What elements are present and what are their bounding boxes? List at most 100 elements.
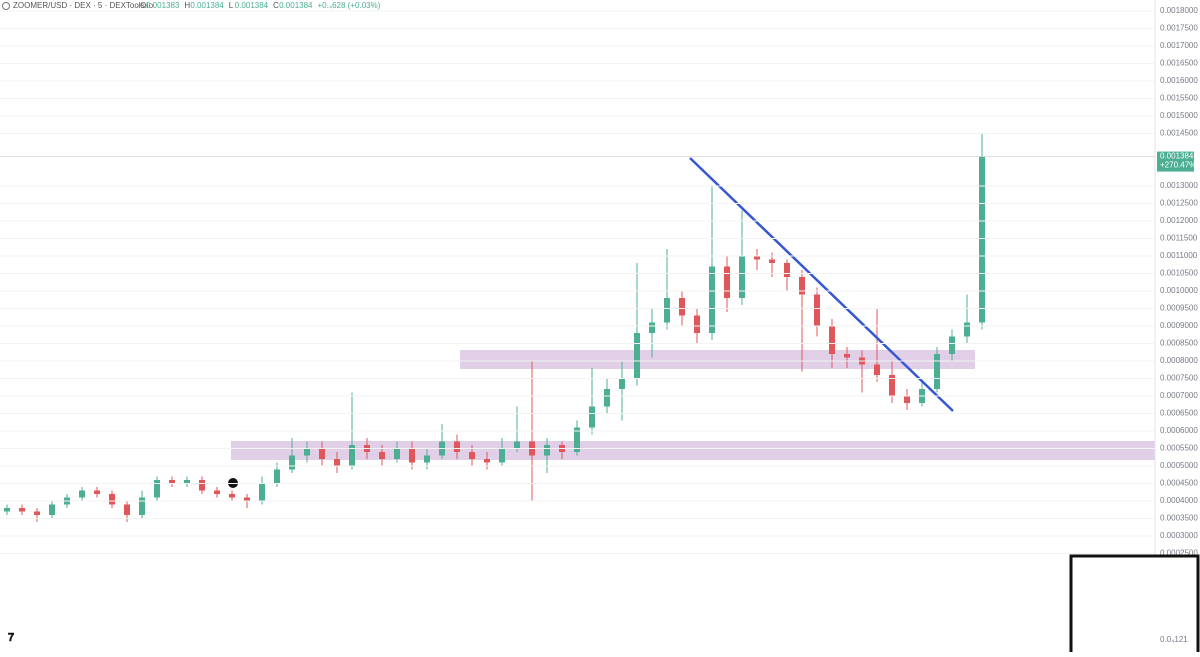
candle-body	[229, 493, 235, 498]
y-tick-label: 0.0017000	[1160, 41, 1198, 50]
legend-change: +0.₄628 (+0.03%)	[318, 1, 381, 10]
y-tick-label: 0.0017500	[1160, 24, 1198, 33]
y-tick-label: 0.0003000	[1160, 531, 1198, 540]
candle-body	[139, 497, 145, 515]
candle-body	[949, 336, 955, 354]
candle-body	[964, 322, 970, 337]
y-tick-label: 0.0008000	[1160, 356, 1198, 365]
y-tick-label: 0.0004500	[1160, 479, 1198, 488]
candle-body	[169, 479, 175, 484]
candle-body	[799, 276, 805, 295]
y-tick-label: 0.0009500	[1160, 304, 1198, 313]
change-label: +270.47%	[1160, 161, 1196, 170]
y-tick-label: 0.0010500	[1160, 269, 1198, 278]
candle-body	[424, 455, 430, 463]
candle-body	[79, 490, 85, 498]
candle-body	[889, 374, 895, 396]
y-tick-label: 0.0006500	[1160, 409, 1198, 418]
candle-body	[604, 388, 610, 407]
candle-body	[154, 479, 160, 498]
y-tick-label: 0.0005000	[1160, 461, 1198, 470]
candle-body	[664, 297, 670, 323]
candle-body	[589, 406, 595, 428]
legend-key: O	[140, 1, 146, 10]
candle-body	[904, 395, 910, 403]
y-tick-label: 0.0008500	[1160, 339, 1198, 348]
candle-body	[754, 255, 760, 260]
candle-body	[124, 504, 130, 515]
legend-value: 0.001383	[146, 1, 180, 10]
candle-body	[724, 266, 730, 298]
candle-body	[319, 448, 325, 459]
y-tick-label: 0.0015000	[1160, 111, 1198, 120]
candle-body	[274, 469, 280, 484]
legend-value: 0.001384	[190, 1, 224, 10]
y-tick-label: 0.0016000	[1160, 76, 1198, 85]
legend-value: 0.001384	[235, 1, 269, 10]
candle-body	[784, 262, 790, 277]
candle-body	[634, 332, 640, 379]
y-tick-label: 0.0007000	[1160, 391, 1198, 400]
y-tick-label: 0.0015500	[1160, 94, 1198, 103]
y-tick-label: 0.0012500	[1160, 199, 1198, 208]
candle-body	[454, 441, 460, 452]
candle-body	[874, 364, 880, 375]
candle-body	[844, 353, 850, 358]
y-tick-label: 0.0014500	[1160, 129, 1198, 138]
y-tick-label: 0.0007500	[1160, 374, 1198, 383]
y-tick-label: 0.0005500	[1160, 444, 1198, 453]
y-tick-label: 0.0009000	[1160, 321, 1198, 330]
tv-logo: 𝟕	[8, 632, 15, 644]
candle-body	[259, 483, 265, 501]
candle-body	[679, 297, 685, 316]
last-price-box	[1157, 151, 1194, 172]
candle-body	[394, 448, 400, 459]
candle-body	[499, 448, 505, 463]
y-tick-label: 0.0004000	[1160, 496, 1198, 505]
y-tick-label: 0.0012000	[1160, 216, 1198, 225]
y-tick-label: 0.0011000	[1160, 251, 1198, 260]
candle-body	[304, 448, 310, 456]
y-tick-label: 0.0003500	[1160, 514, 1198, 523]
candle-body	[469, 451, 475, 459]
y-tick-label: 0.0016500	[1160, 59, 1198, 68]
trend-line	[689, 157, 954, 412]
y-tick-label: 0.0018000	[1160, 6, 1198, 15]
y-tick-label: 0.0006000	[1160, 426, 1198, 435]
minimap	[1069, 554, 1200, 657]
legend-key: H	[184, 1, 190, 10]
candle-body	[94, 490, 100, 494]
candle-body	[409, 448, 415, 463]
candle-body	[979, 156, 985, 323]
candle-body	[814, 294, 820, 326]
candle-body	[829, 325, 835, 354]
y-tick-label: 0.0013000	[1160, 181, 1198, 190]
candle-body	[349, 444, 355, 466]
candle-body	[769, 259, 775, 263]
candle-body	[244, 497, 250, 501]
bottom-label: 0.0₄121	[1160, 635, 1188, 644]
candle-body	[649, 322, 655, 333]
price-axis	[1155, 0, 1200, 652]
y-tick-label: 0.0010000	[1160, 286, 1198, 295]
candle-body	[214, 490, 220, 494]
last-price-label: 0.001384	[1160, 152, 1194, 161]
candle-body	[34, 511, 40, 515]
legend-key: C	[273, 1, 279, 10]
candle-body	[4, 507, 10, 512]
zone	[231, 441, 1155, 460]
candle-body	[334, 458, 340, 466]
candle-body	[694, 315, 700, 333]
candle-body	[619, 378, 625, 389]
candle-body	[199, 479, 205, 491]
legend-key: L	[229, 1, 234, 10]
candle-body	[49, 504, 55, 515]
candle-body	[544, 444, 550, 456]
y-tick-label: 0.0011500	[1160, 234, 1198, 243]
candle-body	[574, 427, 580, 452]
candle-body	[934, 353, 940, 389]
candle-body	[484, 458, 490, 463]
legend-value: 0.001384	[279, 1, 313, 10]
